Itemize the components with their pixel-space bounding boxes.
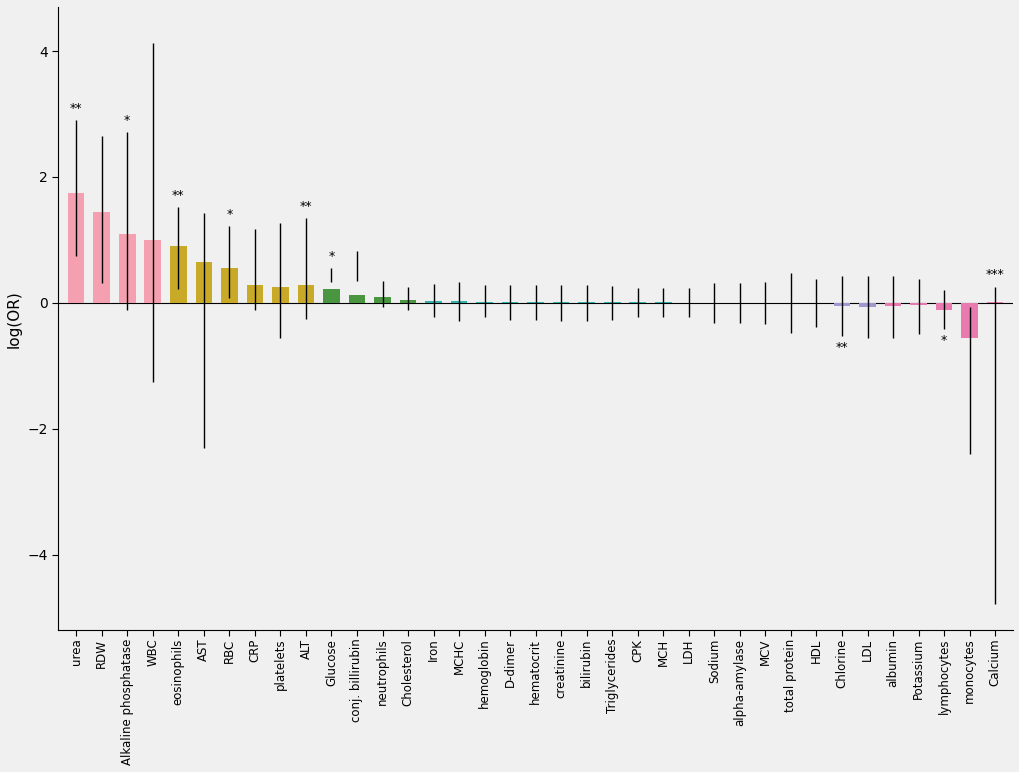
Text: **: ** — [300, 200, 312, 213]
Bar — [94, 212, 110, 303]
Bar — [145, 240, 161, 303]
Bar — [883, 303, 901, 306]
Bar — [833, 303, 850, 306]
Bar — [247, 286, 263, 303]
Bar — [68, 193, 85, 303]
Text: ***: *** — [984, 269, 1004, 282]
Bar — [170, 246, 186, 303]
Bar — [119, 234, 136, 303]
Text: **: ** — [172, 189, 184, 202]
Bar — [196, 262, 212, 303]
Bar — [501, 302, 518, 303]
Bar — [374, 296, 390, 303]
Y-axis label: log(OR): log(OR) — [7, 290, 22, 347]
Bar — [961, 303, 977, 337]
Bar — [348, 296, 365, 303]
Text: *: * — [226, 208, 232, 221]
Bar — [272, 287, 288, 303]
Text: **: ** — [835, 340, 848, 354]
Bar — [476, 302, 492, 303]
Text: **: ** — [70, 102, 83, 115]
Bar — [858, 303, 875, 306]
Bar — [425, 301, 441, 303]
Bar — [934, 303, 952, 310]
Bar — [909, 303, 926, 306]
Bar — [323, 289, 339, 303]
Text: *: * — [124, 113, 130, 127]
Bar — [527, 302, 543, 303]
Bar — [450, 301, 467, 303]
Text: *: * — [941, 334, 947, 347]
Bar — [298, 286, 314, 303]
Bar — [399, 300, 416, 303]
Bar — [986, 302, 1003, 303]
Bar — [221, 268, 237, 303]
Text: *: * — [328, 250, 334, 263]
